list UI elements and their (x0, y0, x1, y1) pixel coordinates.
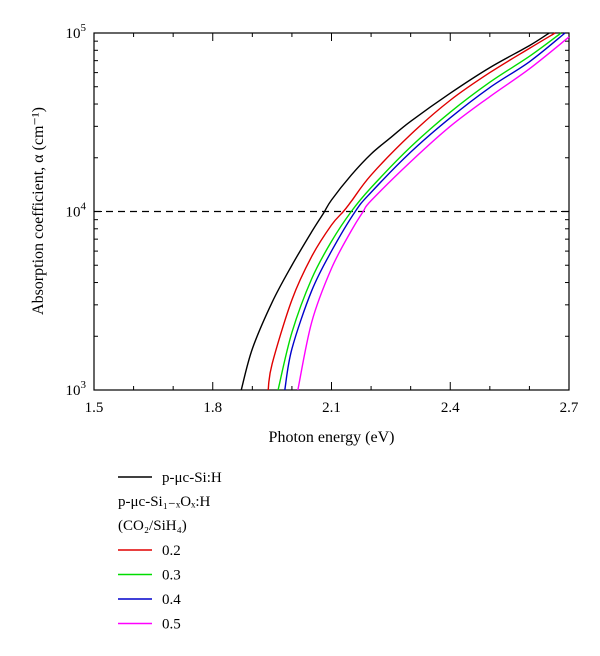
x-tick-label: 1.8 (203, 400, 222, 416)
y-tick-label: 105 (66, 22, 87, 42)
y-tick-label: 103 (66, 379, 87, 399)
legend: p-μc-Si:H p-μc-Si₁₋ₓOₓ:H (CO₂/SiH₄) 0.2 0.3 0… (118, 470, 222, 633)
legend-group-ratio: (CO₂/SiH₄) (118, 518, 187, 534)
plot-frame (93, 32, 570, 391)
y-axis-ticks: 103 104 105 (66, 22, 569, 399)
legend-label-2: 0.3 (162, 568, 181, 584)
series-line-3 (284, 32, 566, 391)
legend-group-label: p-μc-Si₁₋ₓOₓ:H (118, 494, 211, 510)
x-axis-title: Photon energy (eV) (269, 429, 395, 446)
plot-area: 1.5 1.8 2.1 2.4 2.7 103 104 105 (66, 22, 579, 416)
series-lines (240, 32, 570, 391)
x-tick-label: 2.7 (560, 400, 579, 416)
y-tick-label: 104 (66, 201, 87, 221)
x-tick-label: 1.5 (85, 400, 104, 416)
legend-label-3: 0.4 (162, 592, 181, 608)
x-tick-label: 2.1 (322, 400, 341, 416)
series-line-2 (277, 32, 562, 391)
series-line-0 (240, 32, 550, 391)
legend-label-0: p-μc-Si:H (162, 470, 222, 486)
legend-label-4: 0.5 (162, 617, 181, 633)
x-tick-label: 2.4 (441, 400, 460, 416)
series-line-4 (297, 36, 570, 391)
y-axis-title: Absorption coefficient, α (cm⁻¹) (30, 107, 47, 315)
series-line-1 (267, 32, 556, 391)
legend-label-1: 0.2 (162, 543, 181, 559)
x-axis-ticks: 1.5 1.8 2.1 2.4 2.7 (85, 33, 579, 416)
